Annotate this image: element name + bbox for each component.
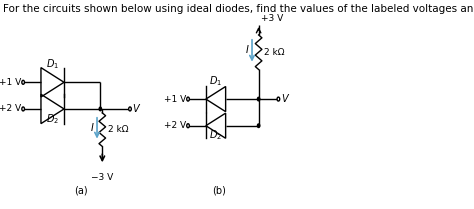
Text: 2 kΩ: 2 kΩ [264, 48, 284, 57]
Circle shape [257, 97, 260, 101]
Circle shape [187, 97, 189, 101]
Circle shape [187, 124, 189, 128]
Circle shape [277, 97, 280, 101]
Text: +2 V: +2 V [164, 121, 186, 130]
Text: $D_2$: $D_2$ [46, 112, 59, 126]
Text: V: V [281, 94, 288, 104]
Text: +1 V: +1 V [0, 78, 21, 87]
Circle shape [257, 124, 260, 127]
Text: $D_2$: $D_2$ [209, 129, 222, 143]
Circle shape [22, 80, 25, 84]
Text: $I$: $I$ [245, 43, 249, 55]
Text: 2 kΩ: 2 kΩ [108, 125, 128, 134]
Text: +2 V: +2 V [0, 104, 21, 113]
Circle shape [99, 107, 101, 111]
Text: (a): (a) [74, 186, 87, 196]
Text: +1 V: +1 V [164, 95, 186, 104]
Text: V: V [133, 104, 139, 114]
Circle shape [128, 107, 131, 111]
Text: (b): (b) [212, 186, 226, 196]
Text: $D_1$: $D_1$ [46, 58, 59, 71]
Text: For the circuits shown below using ideal diodes, find the values of the labeled : For the circuits shown below using ideal… [3, 4, 474, 14]
Text: $D_1$: $D_1$ [209, 74, 222, 88]
Text: +3 V: +3 V [261, 14, 283, 23]
Text: −3 V: −3 V [91, 173, 113, 182]
Text: $I$: $I$ [90, 121, 94, 133]
Circle shape [22, 107, 25, 111]
